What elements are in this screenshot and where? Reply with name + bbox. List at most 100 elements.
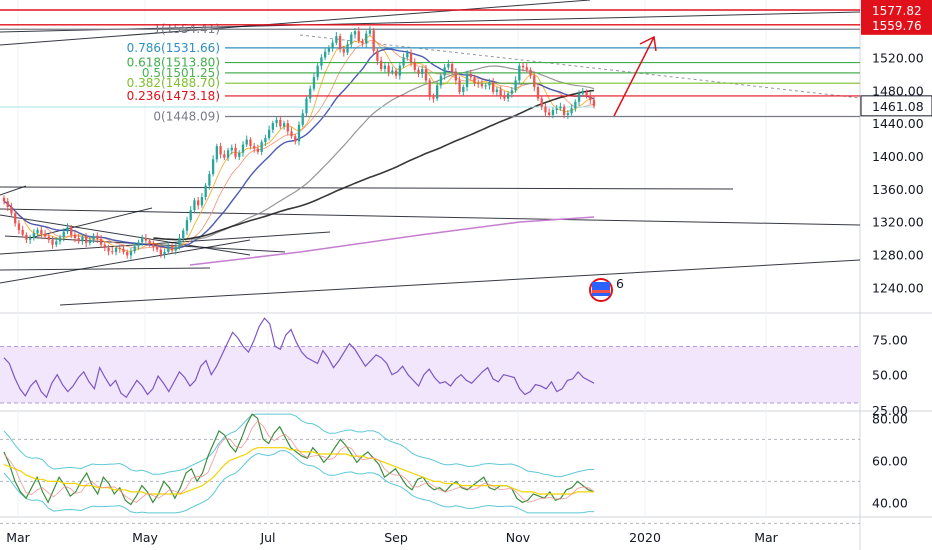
candle-body xyxy=(96,235,99,239)
candle-body xyxy=(533,75,536,88)
candle-body xyxy=(133,246,136,252)
price-level-tag-label: 1577.82 xyxy=(872,4,922,18)
candle-body xyxy=(439,75,443,86)
candle-body xyxy=(200,197,204,206)
candle-body xyxy=(428,80,431,97)
fib-level-label: 0.382(1488.70) xyxy=(127,76,220,90)
candle-body xyxy=(249,139,252,147)
candle-body xyxy=(398,65,401,76)
price-level-tag-label: 1559.76 xyxy=(872,19,922,33)
candle-body xyxy=(253,146,256,149)
candle-body xyxy=(152,243,155,248)
candle-body xyxy=(394,70,398,76)
candle-body xyxy=(204,185,207,198)
osc-signal-line xyxy=(3,420,595,503)
candle-body xyxy=(316,65,319,78)
candle-body xyxy=(271,123,275,130)
trendline xyxy=(29,207,153,239)
candle-body xyxy=(506,93,510,99)
moving-averages xyxy=(0,35,595,266)
candle-body xyxy=(234,147,237,157)
rsi-band xyxy=(0,346,860,403)
price-axis: 1520.00 1480.00 1440.00 1400.00 1360.00 1320.… xyxy=(860,0,932,295)
candle-body xyxy=(275,119,278,124)
time-tick-label: Nov xyxy=(506,530,531,545)
candle-body xyxy=(28,238,32,240)
candle-body xyxy=(525,67,528,70)
candle-body xyxy=(417,69,420,74)
candle-body xyxy=(159,249,162,255)
candle-body xyxy=(70,227,73,235)
candle-body xyxy=(66,227,69,232)
candle-body xyxy=(548,112,551,115)
time-tick-label: May xyxy=(132,530,158,545)
osc-tick-label: 80.00 xyxy=(872,411,908,426)
candle-body xyxy=(32,233,36,239)
candle-body xyxy=(267,129,271,138)
time-tick-label: Mar xyxy=(754,530,778,545)
candle-body xyxy=(465,73,469,88)
candle-body xyxy=(290,131,293,137)
candle-body xyxy=(43,234,47,237)
candle-body xyxy=(208,174,211,186)
candle-body xyxy=(167,245,170,253)
candle-body xyxy=(62,231,65,238)
candle-body xyxy=(447,64,450,68)
candle-body xyxy=(555,108,558,111)
trendline xyxy=(0,231,331,255)
fib-level-label: 0(1448.09) xyxy=(153,110,220,124)
candle-body xyxy=(421,68,424,74)
candle-body xyxy=(88,239,92,244)
candle-body xyxy=(309,88,312,99)
dashed-trendline xyxy=(299,34,861,99)
candle-body xyxy=(99,238,103,245)
last-price-label: 1461.08 xyxy=(872,99,924,114)
candle-body xyxy=(118,247,121,249)
price-level-tag xyxy=(861,14,932,35)
candle-body xyxy=(574,101,577,109)
candle-body xyxy=(540,98,543,107)
candle-body xyxy=(357,31,360,42)
rsi-pane: 75.00 50.00 25.00 xyxy=(0,317,908,418)
candle-body xyxy=(223,154,226,158)
candle-body xyxy=(338,36,342,50)
candle-body xyxy=(279,119,282,127)
candle-body xyxy=(432,96,435,99)
price-tick-label: 1440.00 xyxy=(872,116,924,131)
event-badge[interactable]: 6 xyxy=(589,276,624,302)
osc-band-lower xyxy=(3,450,594,514)
candle-body xyxy=(286,123,289,132)
flag-icon xyxy=(592,282,610,296)
candle-body xyxy=(566,113,570,115)
candle-body xyxy=(488,82,491,86)
candle-body xyxy=(178,238,181,248)
candle-body xyxy=(47,236,50,240)
candle-body xyxy=(197,200,200,206)
candle-body xyxy=(458,80,461,92)
candle-body xyxy=(14,213,17,224)
candle-body xyxy=(510,90,514,94)
rsi-tick-label: 25.00 xyxy=(872,403,908,418)
candle-body xyxy=(383,65,387,69)
candle-body xyxy=(92,235,95,240)
candle-body xyxy=(189,210,192,221)
candle-body xyxy=(450,64,454,72)
candle-body xyxy=(215,146,219,160)
candle-body xyxy=(297,124,301,142)
candle-body xyxy=(562,106,566,115)
candle-body xyxy=(230,147,233,151)
candle-body xyxy=(514,80,517,91)
osc-band-upper xyxy=(3,413,594,478)
candle-body xyxy=(36,229,39,234)
candle-body xyxy=(413,62,416,70)
candle-body xyxy=(211,159,215,175)
trendline xyxy=(0,239,251,284)
candle-body xyxy=(141,238,144,243)
price-tick-label: 1240.00 xyxy=(872,280,924,295)
fib-level-label: 0.236(1473.18) xyxy=(127,89,220,103)
candle-body xyxy=(260,142,263,152)
candle-body xyxy=(495,89,499,92)
candle-body xyxy=(126,252,129,256)
trendline xyxy=(0,208,861,226)
